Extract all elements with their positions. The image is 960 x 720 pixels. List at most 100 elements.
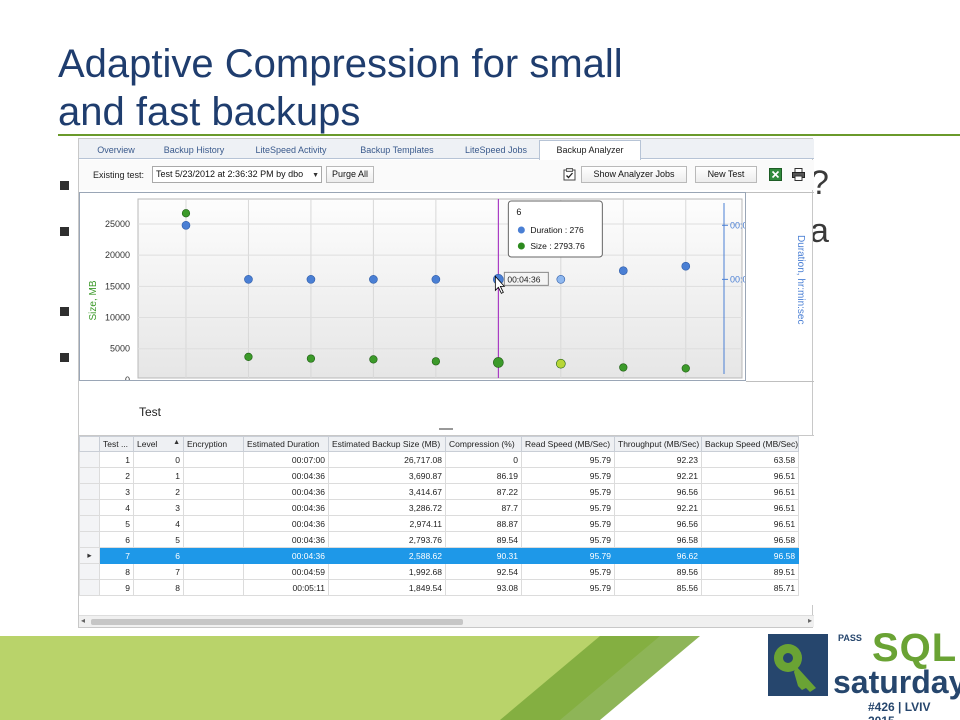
results-table: Test ... Level ▲ Encryption Estimated Durati… xyxy=(79,436,800,596)
tooltip-size-marker xyxy=(517,242,525,250)
size-data-point[interactable] xyxy=(431,357,440,366)
grid-column-header[interactable]: Throughput (MB/Sec) xyxy=(614,436,702,452)
table-cell: 96.58 xyxy=(614,531,702,548)
grid-column-header[interactable]: Level ▲ xyxy=(133,436,184,452)
show-analyzer-jobs-button[interactable]: Show Analyzer Jobs xyxy=(581,166,687,183)
size-data-point[interactable] xyxy=(181,209,191,218)
tab-litespeed-activity[interactable]: LiteSpeed Activity xyxy=(255,145,327,155)
row-indicator[interactable] xyxy=(79,451,100,468)
table-cell: 96.51 xyxy=(700,467,800,484)
bullet-marker-2 xyxy=(60,227,69,236)
grid-column-header[interactable]: Compression (%) xyxy=(445,436,522,452)
row-indicator[interactable] xyxy=(79,483,100,500)
size-data-point[interactable] xyxy=(681,364,690,373)
table-cell: 95.79 xyxy=(521,547,615,564)
tooltip-duration-marker xyxy=(517,226,525,234)
grid-column-header[interactable]: Read Speed (MB/Sec) xyxy=(521,436,615,452)
table-cell: 5 xyxy=(133,531,184,548)
row-indicator[interactable] xyxy=(79,579,100,596)
table-cell: 96.51 xyxy=(700,483,800,500)
scatter-chart[interactable]: 0 5000 10000 15000 20000 25000 Size, MB 00:07:0… xyxy=(80,193,765,396)
event-number-text: #426 | LVIV 2015 xyxy=(868,700,931,720)
table-cell: 88.87 xyxy=(445,515,522,532)
table-row[interactable]: 6 5 00:04:36 2,793.76 89.54 95.79 96.58 96.58 xyxy=(79,531,800,548)
existing-test-select[interactable]: Test 5/23/2012 at 2:36:32 PM by dbo ▼ xyxy=(152,166,322,183)
table-row[interactable]: 4 3 00:04:36 3,286.72 87.7 95.79 92.21 96.51 xyxy=(79,499,800,516)
table-row[interactable]: 9 8 00:05:11 1,849.54 93.08 95.79 85.56 85.71 xyxy=(79,579,800,596)
row-indicator[interactable] xyxy=(79,531,100,548)
horizontal-scrollbar[interactable]: ◂ ▸ xyxy=(79,615,814,627)
row-indicator[interactable] xyxy=(79,467,100,484)
printer-icon[interactable] xyxy=(792,168,805,181)
size-data-point[interactable] xyxy=(244,352,253,361)
size-data-point[interactable] xyxy=(369,355,378,364)
table-cell: 3,286.72 xyxy=(328,499,446,516)
dropdown-arrow-icon: ▼ xyxy=(312,172,319,179)
grid-column-header[interactable]: Backup Speed (MB/Sec) xyxy=(700,436,800,452)
row-indicator[interactable] xyxy=(79,515,100,532)
table-row[interactable]: 8 7 00:04:59 1,992.68 92.54 95.79 89.56 89.51 xyxy=(79,563,800,580)
table-cell: 00:04:59 xyxy=(243,563,329,580)
row-indicator[interactable] xyxy=(79,499,100,516)
scroll-left-arrow-icon[interactable]: ◂ xyxy=(81,616,86,625)
y-right-axis-label: Duration, hr:min:sec xyxy=(795,235,806,325)
table-cell: 95.79 xyxy=(521,531,615,548)
title-divider xyxy=(58,134,960,136)
scroll-right-arrow-icon[interactable]: ▸ xyxy=(807,616,812,625)
table-cell: 95.79 xyxy=(521,483,615,500)
grid-column-header[interactable]: Test ... xyxy=(99,436,134,452)
duration-data-point[interactable] xyxy=(618,266,628,276)
tab-backup-analyzer[interactable]: Backup Analyzer xyxy=(539,140,641,160)
table-cell: 86.19 xyxy=(445,467,522,484)
duration-data-point[interactable] xyxy=(244,275,253,284)
size-data-point[interactable] xyxy=(493,357,504,368)
table-cell: 3,690.87 xyxy=(328,467,446,484)
tab-overview[interactable]: Overview xyxy=(97,145,135,155)
table-cell: 92.23 xyxy=(614,451,702,468)
checklist-icon[interactable] xyxy=(563,168,576,181)
table-row[interactable]: ▸ 7 6 00:04:36 2,588.62 90.31 95.79 96.62 96.58 xyxy=(79,547,800,564)
grid-column-header[interactable]: Estimated Backup Size (MB) xyxy=(328,436,446,452)
table-cell: 0 xyxy=(133,451,184,468)
size-data-point[interactable] xyxy=(556,358,566,369)
row-indicator[interactable] xyxy=(79,563,100,580)
duration-data-point[interactable] xyxy=(306,275,316,284)
scrollbar-thumb[interactable] xyxy=(91,619,463,625)
grid-row-indicator-header xyxy=(79,436,100,452)
scatter-chart-panel: 0 5000 10000 15000 20000 25000 Size, MB 00:07:0… xyxy=(79,192,765,396)
duration-data-point[interactable] xyxy=(181,220,191,230)
splitter-grip[interactable] xyxy=(439,428,453,430)
bullet-marker-1 xyxy=(60,181,69,190)
duration-data-point[interactable] xyxy=(369,275,378,284)
grid-column-header[interactable]: Encryption xyxy=(183,436,244,452)
table-cell: 89.54 xyxy=(445,531,522,548)
duration-data-point[interactable] xyxy=(431,275,441,284)
table-row[interactable]: 1 0 00:07:00 26,717.08 0 95.79 92.23 63.58 xyxy=(79,451,800,468)
table-cell: 6 xyxy=(99,531,134,548)
size-data-point[interactable] xyxy=(619,363,628,372)
table-cell xyxy=(183,515,244,532)
table-cell: 95.79 xyxy=(521,499,615,516)
purge-all-button[interactable]: Purge All xyxy=(326,166,374,183)
table-cell: 92.21 xyxy=(614,467,702,484)
tab-litespeed-jobs[interactable]: LiteSpeed Jobs xyxy=(464,145,528,155)
excel-icon[interactable] xyxy=(769,168,782,181)
slide-title: Adaptive Compression for small and fast … xyxy=(58,40,758,136)
duration-data-point[interactable] xyxy=(681,261,691,271)
duration-data-point[interactable] xyxy=(556,275,566,284)
tab-backup-history[interactable]: Backup History xyxy=(163,145,225,155)
table-cell: 89.51 xyxy=(700,563,800,580)
table-row[interactable]: 3 2 00:04:36 3,414.67 87.22 95.79 96.56 96.51 xyxy=(79,483,800,500)
table-row[interactable]: 2 1 00:04:36 3,690.87 86.19 95.79 92.21 96.51 xyxy=(79,467,800,484)
tab-backup-templates[interactable]: Backup Templates xyxy=(360,145,434,155)
table-cell: 2,793.76 xyxy=(328,531,446,548)
row-indicator[interactable]: ▸ xyxy=(79,547,100,564)
table-row[interactable]: 5 4 00:04:36 2,974.11 88.87 95.79 96.56 96.51 xyxy=(79,515,800,532)
grid-column-header[interactable]: Estimated Duration xyxy=(243,436,329,452)
bullet-marker-3 xyxy=(60,307,69,316)
bullet-text-fragment-1: ? xyxy=(810,164,829,202)
size-data-point[interactable] xyxy=(306,354,316,363)
table-cell xyxy=(183,531,244,548)
pane-splitter[interactable] xyxy=(79,425,814,433)
new-test-button[interactable]: New Test xyxy=(695,166,757,183)
